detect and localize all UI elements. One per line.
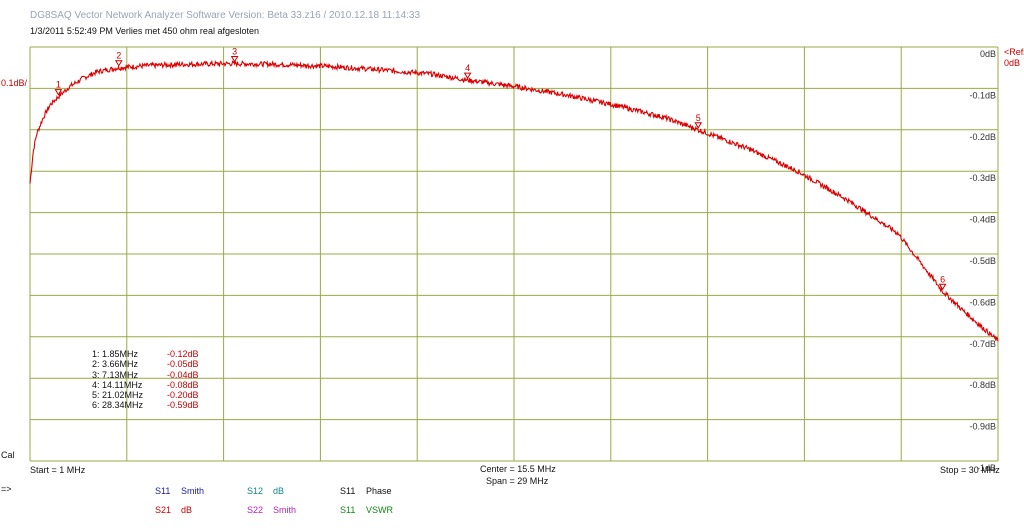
ref-value: 0dB — [1004, 58, 1021, 68]
center-frequency[interactable]: Center = 15.5 MHz — [480, 464, 556, 474]
marker-value: -0.20dB — [167, 390, 199, 401]
marker-readout-table: 1: 1.85MHz -0.12dB 2: 3.66MHz -0.05dB 3: 7… — [92, 349, 199, 411]
trace-mode: dB — [273, 486, 285, 496]
y-tick-label: 0dB — [980, 49, 996, 59]
scale-per-division: 0.1dB/ — [1, 78, 28, 88]
marker-row-4: 4: 14.11MHz -0.08dB — [92, 380, 199, 390]
marker-triangle — [114, 60, 123, 67]
start-frequency[interactable]: Start = 1 MHz — [30, 465, 86, 475]
y-tick-label: -0.3dB — [969, 173, 996, 183]
marker-layer: 1 2 3 4 5 6 — [54, 47, 947, 291]
y-tick-label: -0.8dB — [969, 380, 996, 390]
marker-value: -0.08dB — [167, 379, 199, 390]
marker-value: -0.04dB — [167, 369, 199, 380]
marker-triangle — [938, 283, 947, 291]
trace-button-s21-db[interactable]: S21 dB — [155, 505, 192, 515]
y-tick-label: -0.7dB — [969, 339, 996, 349]
s21-trace — [29, 59, 999, 342]
y-tick-labels: 0dB -0.1dB -0.2dB -0.3dB -0.4dB -0.5dB -0.6dB -… — [969, 49, 996, 473]
marker-row-2: 2: 3.66MHz -0.05dB — [92, 359, 199, 369]
marker-triangle — [230, 56, 239, 63]
expand-arrow[interactable]: => — [1, 484, 12, 494]
s21-trace-layer — [29, 59, 999, 342]
trace-mode: VSWR — [366, 505, 393, 515]
trace-mode: dB — [181, 505, 193, 515]
ref-arrow: <Ref2 — [1004, 47, 1024, 57]
marker-label: 2 — [116, 51, 121, 61]
span-frequency[interactable]: Span = 29 MHz — [486, 476, 549, 486]
trace-button-s11-smith[interactable]: S11 Smith — [155, 486, 204, 496]
trace-port: S12 — [247, 486, 264, 496]
trace-mode: Smith — [181, 486, 205, 496]
marker-label: 6 — [940, 274, 945, 284]
y-tick-label: -0.5dB — [969, 256, 996, 266]
trace-port: S22 — [247, 505, 264, 515]
trace-mode: Smith — [273, 505, 297, 515]
marker-value: -0.12dB — [167, 349, 199, 359]
marker-row-3: 3: 7.13MHz -0.04dB — [92, 370, 199, 380]
marker-triangle — [463, 72, 472, 80]
trace-port: S11 — [340, 486, 356, 496]
marker-row-6: 6: 28.34MHz -0.59dB — [92, 400, 199, 410]
trace-button-s11-vswr[interactable]: S11 VSWR — [340, 505, 393, 515]
y-tick-label: -0.4dB — [969, 215, 996, 225]
trace-button-s12-db[interactable]: S12 dB — [247, 486, 284, 496]
marker-label: 4 — [465, 63, 470, 73]
stop-frequency[interactable]: Stop = 30 MHz — [940, 465, 1000, 475]
window-title: DG8SAQ Vector Network Analyzer Software … — [30, 10, 421, 21]
y-tick-label: -0.9dB — [969, 422, 996, 432]
marker-label: 5 — [696, 113, 701, 123]
cal-indicator[interactable]: Cal — [1, 450, 15, 460]
reference-indicator[interactable]: <Ref2 0dB — [1004, 47, 1024, 69]
marker-frequency: 6: 28.34MHz — [92, 400, 144, 411]
measurement-header: 1/3/2011 5:52:49 PM Verlies met 450 ohm … — [30, 26, 259, 36]
marker-label: 3 — [232, 47, 237, 57]
trace-button-s22-smith[interactable]: S22 Smith — [247, 505, 296, 515]
trace-mode: Phase — [366, 486, 392, 496]
marker-frequency: 1: 1.85MHz — [92, 349, 139, 359]
marker-frequency: 4: 14.11MHz — [92, 379, 143, 390]
marker-triangle — [54, 89, 63, 96]
chart-grid — [29, 46, 999, 462]
trace-port: S11 — [340, 505, 356, 515]
marker-frequency: 3: 7.13MHz — [92, 369, 139, 380]
trace-port: S11 — [155, 486, 171, 496]
marker-triangle — [694, 122, 703, 129]
marker-value: -0.59dB — [167, 400, 199, 411]
marker-frequency: 2: 3.66MHz — [92, 359, 139, 370]
marker-frequency: 5: 21.02MHz — [92, 390, 144, 401]
marker-row-5: 5: 21.02MHz -0.20dB — [92, 390, 199, 400]
marker-value: -0.05dB — [167, 359, 199, 370]
marker-row-1: 1: 1.85MHz -0.12dB — [92, 349, 199, 359]
trace-button-s11-phase[interactable]: S11 Phase — [340, 486, 392, 496]
trace-port: S21 — [155, 505, 172, 515]
y-tick-label: -0.2dB — [969, 132, 996, 142]
y-tick-label: -1dB — [977, 463, 996, 473]
y-tick-label: -0.1dB — [969, 90, 996, 100]
marker-label: 1 — [56, 80, 61, 90]
y-tick-label: -0.6dB — [969, 297, 996, 307]
